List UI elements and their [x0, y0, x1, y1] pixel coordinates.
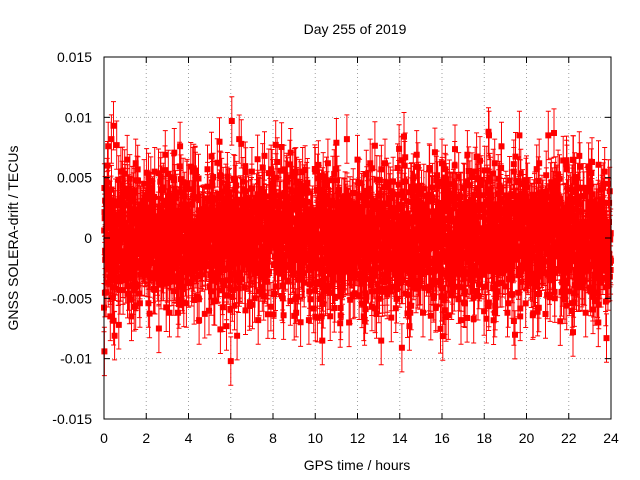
axis-ticks: 0 2 4 6 8 10 12 14 16 18 20 22 24-0.015-0.01-0.00500…: [52, 49, 619, 446]
x-axis-label: GPS time / hours: [304, 457, 411, 473]
y-axis-label: GNSS SOLERA-drift / TECUs: [5, 146, 21, 331]
x-tick-label: 14: [392, 430, 408, 446]
x-tick-label: 24: [603, 430, 619, 446]
y-tick-label: -0.005: [52, 290, 92, 306]
x-tick-label: 8: [269, 430, 277, 446]
x-tick-label: 10: [307, 430, 323, 446]
chart-title: Day 255 of 2019: [304, 21, 407, 37]
y-tick-label: 0.01: [65, 109, 92, 125]
x-tick-label: 4: [185, 430, 193, 446]
x-tick-label: 18: [476, 430, 492, 446]
x-tick-label: 20: [519, 430, 535, 446]
y-tick-label: -0.015: [52, 411, 92, 427]
x-tick-label: 16: [434, 430, 450, 446]
x-tick-label: 22: [561, 430, 577, 446]
y-tick-label: 0.015: [57, 49, 92, 65]
x-tick-label: 2: [142, 430, 150, 446]
y-tick-label: 0.005: [57, 170, 92, 186]
x-tick-label: 12: [350, 430, 366, 446]
y-tick-label: -0.01: [60, 351, 92, 367]
x-tick-label: 6: [227, 430, 235, 446]
data-markers: [101, 118, 614, 365]
y-tick-label: 0: [84, 230, 92, 246]
x-tick-label: 0: [100, 430, 108, 446]
